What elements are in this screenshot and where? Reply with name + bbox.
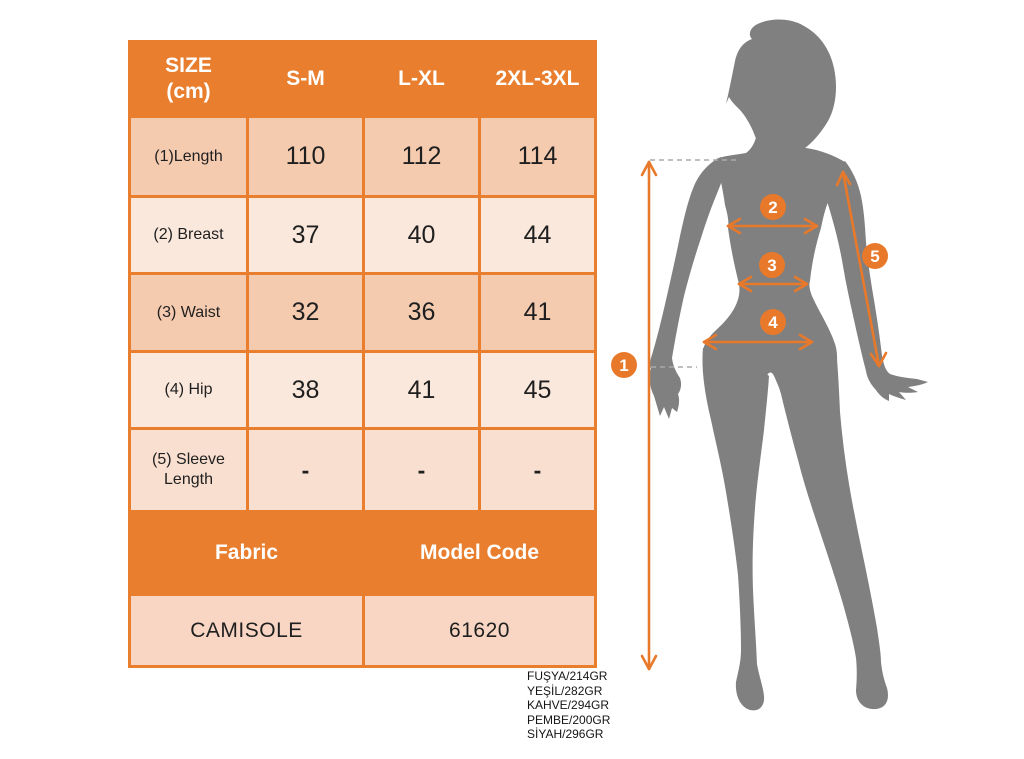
- waist-value-2xl: 41: [481, 275, 594, 350]
- length-value-sm: 110: [249, 118, 362, 195]
- sleeve-value-lxl: -: [365, 430, 478, 510]
- hip-value-sm: 38: [249, 353, 362, 427]
- row-label-hip: (4) Hip: [131, 353, 246, 427]
- model-code-header: Model Code: [365, 513, 594, 593]
- sleeve-value-2xl: -: [481, 430, 594, 510]
- hip-value-lxl: 41: [365, 353, 478, 427]
- fabric-value: CAMISOLE: [131, 596, 362, 665]
- hip-value-2xl: 45: [481, 353, 594, 427]
- svg-text:3: 3: [767, 256, 776, 275]
- breast-value-2xl: 44: [481, 198, 594, 272]
- hip-arrow: [702, 333, 814, 351]
- color-weight-line: KAHVE/294GR: [527, 698, 610, 713]
- marker-1-badge: 1: [611, 352, 637, 378]
- column-header-2xl-3xl: 2XL-3XL: [481, 43, 594, 115]
- svg-text:5: 5: [870, 247, 879, 266]
- marker-2-badge: 2: [760, 194, 786, 220]
- waist-value-lxl: 36: [365, 275, 478, 350]
- svg-text:2: 2: [768, 198, 777, 217]
- length-value-2xl: 114: [481, 118, 594, 195]
- column-header-l-xl: L-XL: [365, 43, 478, 115]
- svg-text:1: 1: [619, 356, 628, 375]
- color-weight-line: SİYAH/296GR: [527, 727, 604, 742]
- marker-5-badge: 5: [862, 243, 888, 269]
- color-weight-line: FUŞYA/214GR: [527, 669, 608, 683]
- waist-arrow: [737, 275, 809, 293]
- size-table: SIZE (cm) S-M L-XL 2XL-3XL (1)Length 110…: [128, 40, 597, 668]
- row-label-sleeve-length: (5) Sleeve Length: [131, 430, 246, 510]
- model-code-value: 61620: [365, 596, 594, 665]
- color-weight-list: FUŞYA/214GR YEŞİL/282GR KAHVE/294GR PEMB…: [527, 669, 610, 742]
- sleeve-arrow: [835, 170, 888, 368]
- woman-silhouette: [649, 19, 928, 711]
- length-value-lxl: 112: [365, 118, 478, 195]
- marker-3-badge: 3: [759, 252, 785, 278]
- column-header-s-m: S-M: [249, 43, 362, 115]
- row-label-breast: (2) Breast: [131, 198, 246, 272]
- breast-value-lxl: 40: [365, 198, 478, 272]
- svg-text:4: 4: [768, 313, 778, 332]
- color-weight-line: PEMBE/200GR: [527, 712, 611, 727]
- marker-4-badge: 4: [760, 309, 786, 335]
- color-weight-line: YEŞİL/282GR: [527, 683, 603, 698]
- row-label-waist: (3) Waist: [131, 275, 246, 350]
- breast-value-sm: 37: [249, 198, 362, 272]
- sleeve-value-sm: -: [249, 430, 362, 510]
- row-label-length: (1)Length: [131, 118, 246, 195]
- corner-header-size-cm: SIZE (cm): [131, 43, 246, 115]
- fabric-header: Fabric: [131, 513, 362, 593]
- waist-value-sm: 32: [249, 275, 362, 350]
- breast-arrow: [726, 217, 819, 235]
- length-arrow: [640, 160, 658, 671]
